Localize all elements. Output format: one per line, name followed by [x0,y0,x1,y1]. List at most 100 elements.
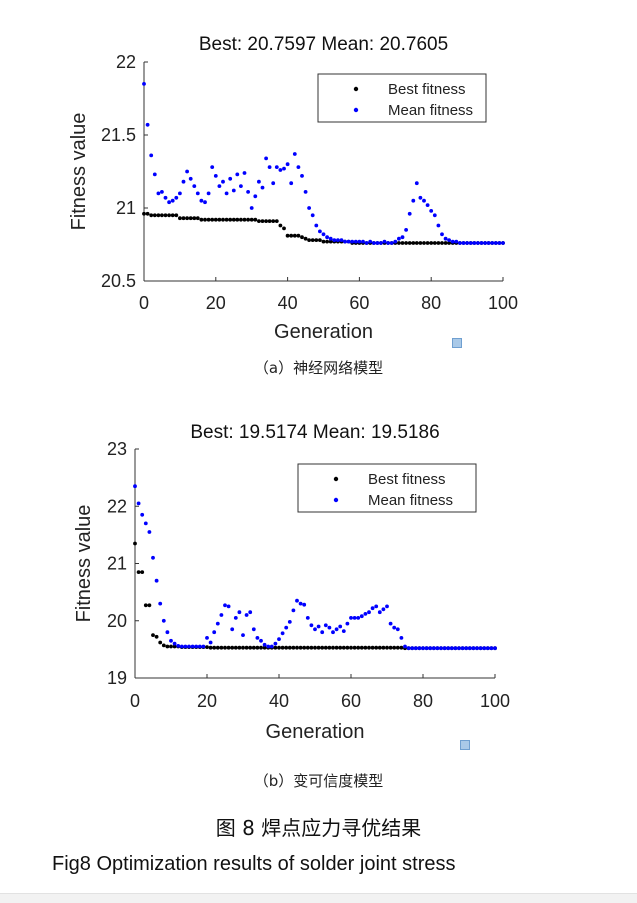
mean-fitness-point [277,637,281,641]
best-fitness-point [165,644,170,649]
best-fitness-point [318,238,322,243]
mean-fitness-point [450,239,455,244]
best-fitness-point [422,241,426,245]
mean-fitness-point [389,241,394,245]
small-square-marker-b [460,740,470,750]
x-tick-label: 0 [130,691,140,711]
mean-fitness-point [382,239,387,244]
x-tick-label: 100 [488,293,518,313]
mean-fitness-point [379,241,383,245]
mean-fitness-point [364,241,369,245]
caption-a: （a）神经网络模型 [253,359,384,377]
best-fitness-point [206,217,211,222]
mean-fitness-point [478,646,483,651]
x-tick-label: 60 [341,691,361,711]
mean-fitness-point [302,602,307,607]
mean-fitness-point [233,616,238,620]
y-axis-label: Fitness value [73,505,95,623]
best-fitness-point [273,645,278,650]
mean-fitness-point [181,179,186,184]
mean-fitness-point [454,239,459,244]
legend-marker [333,476,339,482]
x-axis-label: Generation [266,721,365,743]
mean-fitness-point [476,241,480,245]
best-fitness-point [140,570,145,574]
best-fitness-point [367,645,371,650]
mean-fitness-point [172,641,177,646]
mean-fitness-point [194,644,199,649]
best-fitness-point [262,645,267,650]
mean-fitness-point [421,646,425,651]
mean-fitness-point [404,228,408,232]
legend-marker [353,86,359,92]
best-fitness-point [248,645,253,650]
best-fitness-point [255,645,260,650]
mean-fitness-point [483,241,487,245]
mean-fitness-point [338,624,343,629]
mean-fitness-point [443,236,448,241]
mean-fitness-point [217,184,222,189]
best-fitness-point [257,219,261,224]
y-tick-label: 21 [107,554,127,574]
best-fitness-point [210,217,215,222]
mean-fitness-point [357,239,362,244]
mean-fitness-point [235,172,240,177]
mean-fitness-point [230,627,235,632]
best-fitness-point [154,634,159,639]
mean-fitness-point [287,620,292,624]
mean-fitness-point [465,241,469,245]
best-fitness-point [259,645,263,650]
mean-fitness-point [269,644,274,649]
best-fitness-point [296,233,301,238]
best-fitness-point [440,241,444,245]
best-fitness-point [411,241,416,245]
best-fitness-point [381,645,386,650]
y-tick-label: 20.5 [101,271,136,291]
best-fitness-point [352,645,357,650]
mean-fitness-point [273,641,278,646]
mean-fitness-point [435,646,440,651]
best-fitness-point [392,645,397,650]
mean-fitness-point [424,646,429,651]
mean-fitness-point [178,191,182,196]
mean-fitness-point [292,152,297,156]
best-fitness-point [397,241,401,245]
mean-fitness-point [224,191,229,196]
mean-fitness-point [422,198,426,203]
best-fitness-point [151,633,155,637]
best-fitness-point [291,645,296,650]
best-fitness-point [143,603,148,608]
mean-fitness-point [489,646,494,651]
mean-fitness-point [397,236,401,241]
y-tick-label: 20 [107,611,127,631]
best-fitness-point [212,645,217,650]
legend-marker [333,497,339,503]
mean-fitness-point [449,646,454,651]
legend-label: Mean fitness [368,492,453,509]
best-fitness-point [172,644,177,649]
mean-fitness-point [475,646,479,651]
best-fitness-point [235,217,240,222]
mean-fitness-point [468,241,473,245]
best-fitness-point [429,241,434,245]
mean-fitness-point [195,191,200,196]
best-fitness-point [325,239,329,244]
legend: Best fitness Mean fitness [297,463,477,513]
best-fitness-point [359,645,364,650]
best-fitness-point [321,239,326,244]
mean-fitness-point [375,241,380,245]
mean-fitness-point [479,241,484,245]
best-fitness-point [295,645,299,650]
mean-fitness-point [213,174,218,178]
mean-fitness-point [361,239,365,244]
mean-fitness-point [188,176,193,181]
mean-fitness-point [350,239,355,244]
best-fitness-point [404,241,408,245]
best-fitness-point [215,645,220,650]
best-fitness-point [147,603,152,608]
y-axis-label: Fitness value [68,113,90,231]
best-fitness-point [242,217,247,222]
mean-fitness-point [242,171,247,175]
mean-fitness-point [447,238,451,243]
best-fitness-point [292,233,297,238]
